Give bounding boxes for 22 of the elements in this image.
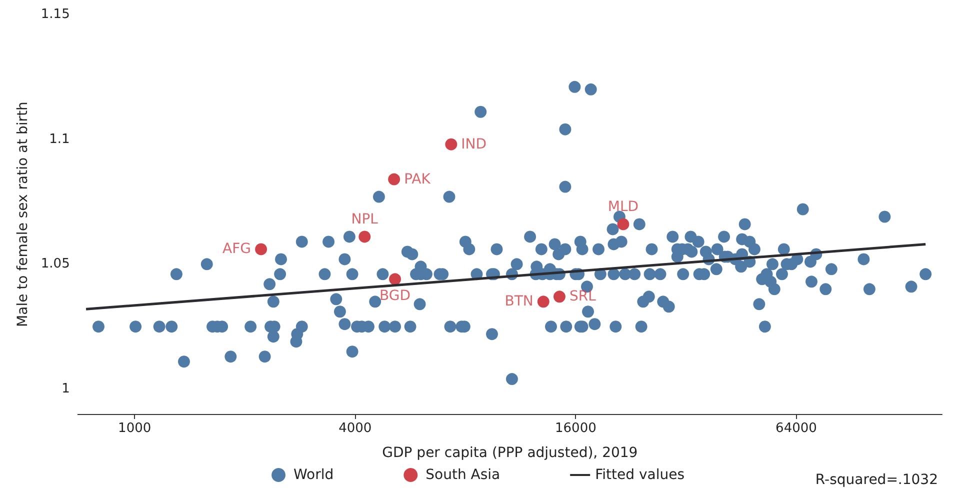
y-axis-title: Male to female sex ratio at birth xyxy=(15,102,31,327)
text: R-squared=.1032 xyxy=(815,472,938,488)
annotation: MLD xyxy=(608,199,639,216)
annotation: AFG xyxy=(222,241,252,258)
y-tick-label: 1 xyxy=(62,382,70,397)
y-tick-label: 1.15 xyxy=(40,7,70,22)
annotation: SRL xyxy=(569,288,596,305)
x-tick-label: 1000 xyxy=(118,421,152,436)
annotation: BGD xyxy=(380,288,411,304)
x-tick-label: 16000 xyxy=(555,421,596,436)
legend-label: Fitted values xyxy=(595,467,684,483)
legend-label: World xyxy=(294,467,334,483)
annotation: PAK xyxy=(404,171,432,188)
x-tick-label: 64000 xyxy=(776,421,817,436)
y-tick-label: 1.1 xyxy=(49,132,70,147)
x-axis-title: GDP per capita (PPP adjusted), 2019 xyxy=(382,445,638,461)
x-tick-label: 4000 xyxy=(338,421,372,436)
y-tick-label: 1.05 xyxy=(40,256,70,272)
legend-label: South Asia xyxy=(426,467,500,483)
annotation: NPL xyxy=(351,212,378,228)
annotation: IND xyxy=(461,136,487,152)
annotation: BTN xyxy=(504,294,534,310)
